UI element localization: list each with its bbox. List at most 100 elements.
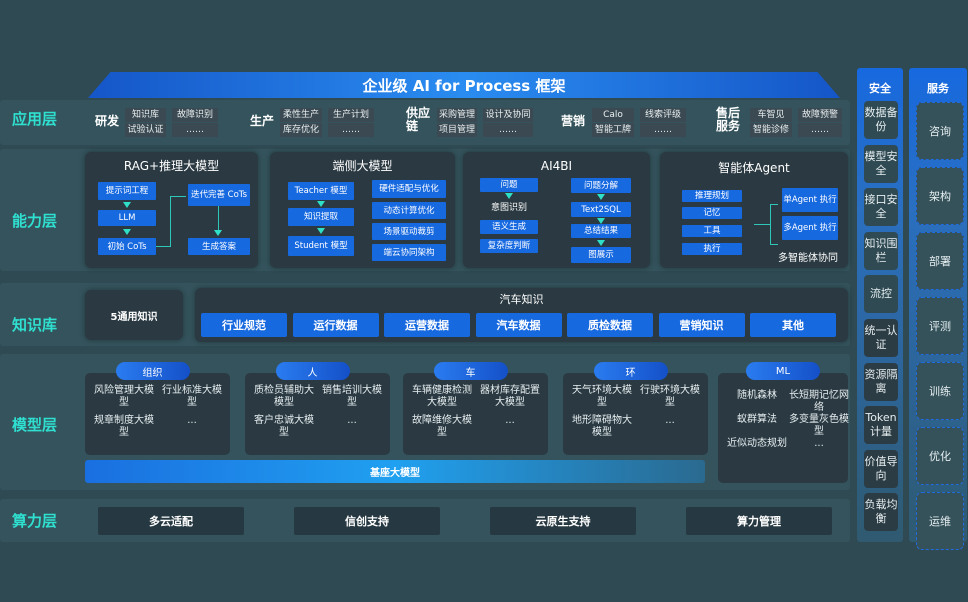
panel-title: 端侧大模型 [332,159,393,173]
flow-text: 意图识别 [490,203,527,213]
feature-box: 场景驱动裁剪 [372,223,446,240]
panel-title: AI4BI [540,159,573,173]
model-panel [718,373,848,483]
agent-box: 执行 [682,243,742,255]
app-item: 库存优化 [280,123,322,137]
flow-box: 问题分解 [571,178,631,193]
app-item: 车智见 [750,108,792,122]
flow-box: Student 模型 [288,236,354,256]
layer-label-knowledge: 知识库 [12,316,58,334]
app-item: Calo [592,108,634,122]
app-group-label: 售后服务 [716,106,741,133]
base-model-bar: 基座大模型 [85,460,705,483]
service-item: 架构 [916,167,964,225]
panel-title: RAG+推理大模型 [123,159,220,173]
model-item: 长短期记忆网络 [789,390,849,413]
model-item: ... [665,415,675,426]
knowledge-item-button[interactable]: 行业规范 [201,313,287,337]
knowledge-item-button[interactable]: 质检数据 [567,313,653,337]
app-group-label: 生产 [250,114,275,128]
layer-label-app: 应用层 [12,110,58,128]
app-group-label: 供应链 [406,106,431,133]
flow-box: Text2SQL [571,202,631,217]
arrow-icon [123,229,131,235]
service-item: 优化 [916,427,964,485]
model-item: 地形障碍物大模型 [572,415,632,438]
app-item: …… [172,123,218,137]
flow-box: 迭代完善 CoTs [188,184,250,206]
model-category-pill: 组织 [115,362,190,380]
model-item: 行业标准大模型 [162,385,222,408]
feature-box: 动态计算优化 [372,202,446,219]
model-item: 器材库存配置大模型 [480,385,540,408]
layer-label-model: 模型层 [12,416,58,434]
flow-box: LLM [98,210,156,226]
flow-box: 总结结果 [571,224,631,238]
model-panel [85,373,230,455]
agent-caption: 多智能体协同 [778,253,838,264]
model-panel [403,373,548,455]
general-knowledge: 5通用知识 [85,290,183,340]
panel-ai4bi: AI4BI 问题 意图识别 语义生成 复杂度判断 问题分解 Text2SQL 总… [463,152,650,268]
service-item: 咨询 [916,102,964,160]
app-item: …… [328,123,374,137]
app-item: 生产计划 [328,108,374,122]
app-item: 项目管理 [437,123,477,137]
app-item: 故障识别 [172,108,218,122]
panel-agent: 智能体Agent 推理规划 记忆 工具 执行 单Agent 执行 多Agent … [660,152,848,268]
arrow-icon [597,240,605,246]
flow-box: 复杂度判断 [480,239,538,253]
flow-box: 生成答案 [188,238,250,255]
service-item: 训练 [916,362,964,420]
agent-box: 多Agent 执行 [782,216,838,240]
app-item: 故障预警 [798,108,842,122]
model-category-pill: 人 [275,362,350,380]
panel-title: 智能体Agent [718,161,790,175]
model-category-pill: ML [746,362,820,380]
security-item: 知识围栏 [864,231,898,270]
model-panel [563,373,708,455]
model-item: ... [187,415,197,426]
security-item: 模型安全 [864,144,898,183]
app-item: …… [483,123,533,137]
security-item: 价值导向 [864,449,898,488]
panel-edge-model: 端侧大模型 Teacher 模型 知识提取 Student 模型 硬件适配与优化… [270,152,455,268]
knowledge-item-button[interactable]: 营销知识 [658,313,745,337]
model-item: 故障维修大模型 [412,415,472,438]
arrow-icon [123,202,131,208]
model-item: ... [505,415,515,426]
app-item: 智能工牌 [592,123,634,137]
panel-rag: RAG+推理大模型 提示词工程 LLM 初始 CoTs 迭代完善 CoTs 生成… [85,152,258,268]
knowledge-item-button[interactable]: 其他 [750,313,836,337]
model-item: 客户忠诚大模型 [254,415,314,438]
flow-box: Teacher 模型 [288,182,354,200]
feature-box: 端云协同架构 [372,244,446,261]
knowledge-item-button[interactable]: 运营数据 [384,313,470,337]
arrow-icon [317,201,325,207]
flow-box: 语义生成 [480,220,538,234]
agent-box: 工具 [682,225,742,237]
compute-item: 信创支持 [294,507,440,535]
model-item: 天气环境大模型 [572,385,632,408]
security-item: 接口安全 [864,188,898,227]
agent-box: 推理规划 [682,190,742,202]
service-item: 部署 [916,232,964,290]
panel-title: 汽车知识 [499,293,544,306]
arrow-icon [214,230,222,236]
knowledge-item-button[interactable]: 运行数据 [292,313,379,337]
security-item: 统一认证 [864,319,898,357]
app-group-label: 营销 [561,114,586,128]
security-item: Token计量 [864,406,898,445]
page-title: 企业级 AI for Process 框架 [362,76,566,95]
knowledge-item-button[interactable]: 汽车数据 [475,313,562,337]
flow-box: 知识提取 [288,208,354,226]
security-item: 流控 [864,275,898,314]
model-item: 规章制度大模型 [94,415,154,438]
app-item: 试验认证 [125,123,166,137]
service-item: 运维 [916,492,964,550]
app-layer-band [0,100,850,145]
flow-box: 问题 [480,178,538,192]
layer-label-capability: 能力层 [12,212,58,230]
app-item: 智能诊修 [750,123,792,137]
model-item: 近似动态规划 [727,438,787,449]
